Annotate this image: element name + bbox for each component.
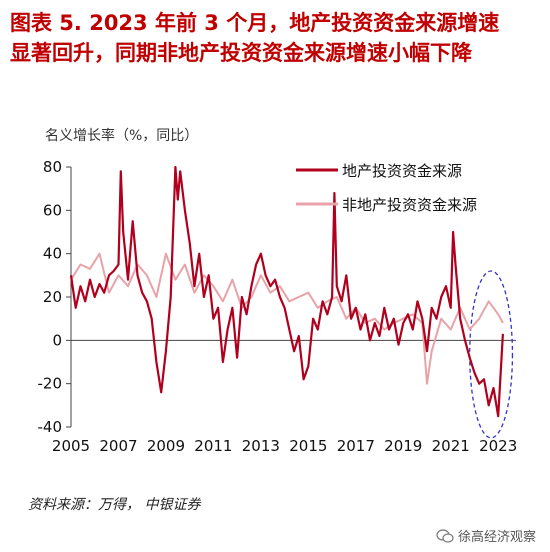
legend-label-0: 地产投资资金来源 [342, 162, 462, 180]
x-tick-label: 2013 [242, 437, 280, 455]
x-tick-label: 2021 [432, 437, 470, 455]
line-chart: 名义增长率（%，同比） -40 -20 0 20 40 60 80 2005 2007 2009 20… [38, 127, 518, 455]
y-tick-label: -40 [38, 418, 63, 436]
y-tick-label: 0 [52, 331, 62, 349]
x-tick-label: 2011 [194, 437, 232, 455]
watermark-text: 徐高经济观察 [457, 530, 536, 545]
x-tick-label: 2005 [52, 437, 90, 455]
title-line-2: 显著回升，同期非地产投资资金来源增速小幅下降 [10, 41, 472, 65]
x-tick-label: 2017 [337, 437, 375, 455]
series-line-non-property [70, 252, 504, 385]
highlight-ellipse [469, 270, 514, 439]
x-tick-label: 2015 [289, 437, 327, 455]
wechat-icon [436, 528, 454, 543]
y-tick-label: 80 [43, 158, 62, 176]
chart-title: 图表 5. 2023 年前 3 个月，地产投资资金来源增速 显著回升，同期非地产… [10, 8, 540, 68]
x-tick-label: 2019 [384, 437, 422, 455]
x-tick-label: 2023 [479, 437, 517, 455]
legend-label-1: 非地产投资资金来源 [342, 196, 477, 214]
series-line-property [69, 165, 504, 418]
y-tick-label: -20 [38, 375, 63, 393]
source-note: 资料来源：万得， 中银证券 [28, 497, 201, 513]
y-axis-label: 名义增长率（%，同比） [45, 127, 198, 144]
y-tick-label: 20 [43, 288, 62, 306]
x-tick-label: 2007 [99, 437, 137, 455]
watermark: 徐高经济观察 [436, 526, 536, 545]
y-tick-label: 60 [43, 201, 62, 219]
x-tick-label: 2009 [147, 437, 185, 455]
title-line-1: 图表 5. 2023 年前 3 个月，地产投资资金来源增速 [10, 11, 500, 35]
y-tick-label: 40 [43, 245, 62, 263]
